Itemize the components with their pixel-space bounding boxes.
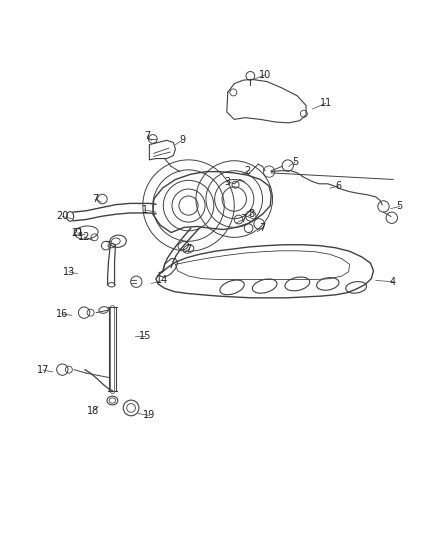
Text: 16: 16 <box>56 309 68 319</box>
Text: 14: 14 <box>156 276 169 286</box>
Text: 12: 12 <box>78 232 90 242</box>
Text: 18: 18 <box>87 406 99 416</box>
Text: 17: 17 <box>36 365 49 375</box>
Text: 15: 15 <box>139 331 151 341</box>
Text: 8: 8 <box>249 209 255 219</box>
Text: 5: 5 <box>396 201 403 212</box>
Text: 7: 7 <box>92 194 98 204</box>
Text: 21: 21 <box>71 228 84 238</box>
Text: 6: 6 <box>336 181 342 191</box>
Text: 7: 7 <box>144 131 150 141</box>
Text: 7: 7 <box>185 244 192 254</box>
Text: 19: 19 <box>143 410 155 421</box>
Text: 11: 11 <box>319 98 332 108</box>
Text: 9: 9 <box>179 135 185 146</box>
Text: 20: 20 <box>56 212 68 221</box>
Text: 2: 2 <box>244 166 251 176</box>
Text: 7: 7 <box>259 223 266 233</box>
Text: 4: 4 <box>390 277 396 287</box>
Text: 3: 3 <box>225 176 231 187</box>
Text: 10: 10 <box>258 70 271 80</box>
Text: 1: 1 <box>142 205 148 215</box>
Text: 5: 5 <box>292 157 298 167</box>
Text: 13: 13 <box>63 266 75 277</box>
Text: 7: 7 <box>240 214 246 224</box>
